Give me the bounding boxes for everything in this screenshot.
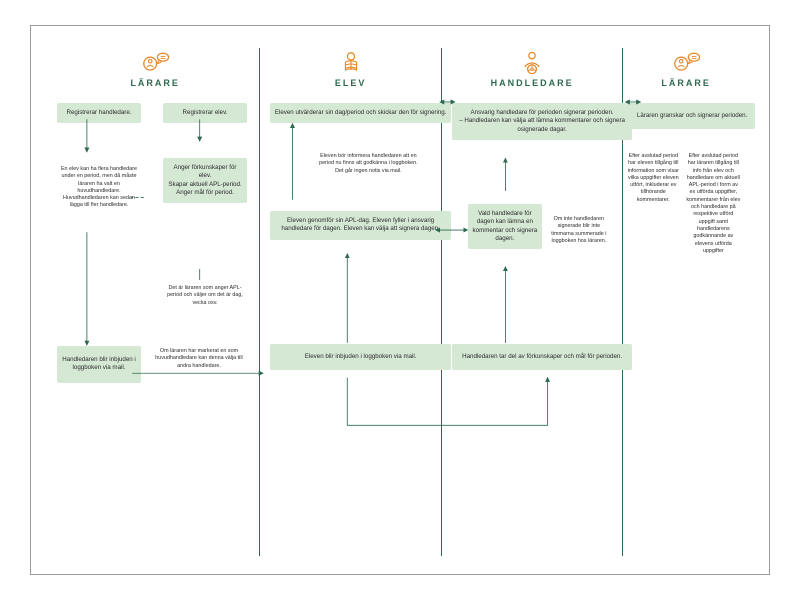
box-elev-utvarderar: Eleven utvärderar sin dag/period och ski… <box>270 103 450 123</box>
note-apl-period: Det är läraren som anger APL-period och … <box>167 285 243 307</box>
note-elev-informera: Eleven bör informera handledaren att en … <box>318 153 418 175</box>
note-efter-larare: Efter avslutad period har läraren tillgå… <box>685 153 741 255</box>
box-elev-genomfor: Eleven genomför sin APL-dag. Eleven fyll… <box>270 211 450 240</box>
col-header-0: LÄRARE <box>130 48 180 88</box>
col-header-1: ELEV <box>335 48 367 88</box>
col-larare-2: LÄRARE Läraren granskar och signerar per… <box>623 48 749 556</box>
col-title-2: HANDLEDARE <box>491 78 574 88</box>
columns-container: LÄRARE Registrerar handledare. Registrer… <box>51 48 749 556</box>
box-handledare-tar-del: Handledaren tar del av förkunskaper och … <box>452 344 632 370</box>
note-efter-elev: Efter avslutad period har eleven tillgån… <box>627 153 679 204</box>
col-elev: ELEV Eleven utvärderar sin dag/period oc… <box>260 48 441 556</box>
col-title-0: LÄRARE <box>130 78 180 88</box>
box-lararen-granskar: Läraren granskar och signerar perioden. <box>629 103 755 129</box>
supervisor-wheel-icon <box>516 48 548 76</box>
box-reg-handledare: Registrerar handledare. <box>57 103 141 123</box>
box-reg-elev: Registrerar elev. <box>163 103 247 123</box>
box-ansvarig-signerar: Ansvarig handledare för perioden signera… <box>452 103 632 140</box>
box-anger-skapar: Anger förkunskaper för elev. Skapar aktu… <box>163 158 247 203</box>
teacher-speech-icon <box>670 48 702 76</box>
student-book-icon <box>335 48 367 76</box>
teacher-speech-icon <box>139 48 171 76</box>
col-header-3: LÄRARE <box>661 48 711 88</box>
col-title-1: ELEV <box>335 78 367 88</box>
col-larare-1: LÄRARE Registrerar handledare. Registrer… <box>51 48 260 556</box>
col-title-3: LÄRARE <box>661 78 711 88</box>
col-handledare: HANDLEDARE Ansvarig handledare för perio… <box>442 48 623 556</box>
box-elev-inbjuden: Eleven blir inbjuden i loggboken via mai… <box>270 344 450 370</box>
diagram-frame: LÄRARE Registrerar handledare. Registrer… <box>30 25 770 575</box>
col-header-2: HANDLEDARE <box>491 48 574 88</box>
note-huvudhandledare: Om läraren har markerat en som huvudhand… <box>153 348 245 370</box>
note-inte-signerade: Om inte handledaren signerade blir inte … <box>550 216 608 245</box>
note-flera-handledare: En elev kan ha flera handledare under en… <box>59 166 139 210</box>
box-vald-handledare: Vald handledare för dagen kan lämna en k… <box>468 204 542 249</box>
box-handledare-inbjuden: Handledaren blir inbjuden i loggboken vi… <box>57 346 141 383</box>
